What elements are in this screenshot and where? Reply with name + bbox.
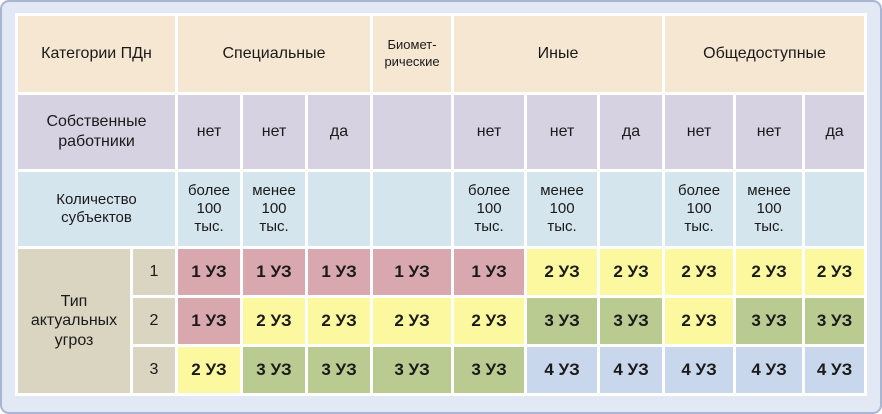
protection-level-cell: 4 УЗ	[736, 347, 803, 393]
protection-level-cell: 3 УЗ	[736, 298, 803, 344]
protection-level-cell: 2 УЗ	[665, 249, 734, 295]
protection-level-cell: 4 УЗ	[805, 347, 865, 393]
own-employees-cell: да	[805, 95, 865, 169]
protection-level-cell: 4 УЗ	[600, 347, 663, 393]
table-row: Собственные работники нет нет да нет нет да нет…	[18, 95, 865, 169]
protection-level-cell: 1 УЗ	[373, 249, 452, 295]
own-employees-cell: нет	[527, 95, 598, 169]
category-group-header: Специальные	[178, 16, 371, 92]
subject-count-cell: более 100 тыс.	[665, 172, 734, 246]
own-employees-cell: нет	[736, 95, 803, 169]
protection-level-cell: 2 УЗ	[527, 249, 598, 295]
subject-count-label: Количество субъектов	[18, 172, 175, 246]
protection-level-cell: 1 УЗ	[178, 249, 240, 295]
corner-header-cell: Категории ПДн	[18, 16, 175, 92]
protection-level-cell: 4 УЗ	[527, 347, 598, 393]
subject-count-cell	[373, 172, 452, 246]
own-employees-cell: нет	[178, 95, 240, 169]
protection-level-cell: 3 УЗ	[527, 298, 598, 344]
subject-count-cell: более 100 тыс.	[454, 172, 525, 246]
threat-type-number: 3	[133, 347, 175, 393]
protection-level-cell: 2 УЗ	[373, 298, 452, 344]
threat-type-number: 1	[133, 249, 175, 295]
protection-level-cell: 1 УЗ	[178, 298, 240, 344]
protection-level-cell: 3 УЗ	[600, 298, 663, 344]
category-group-header: Иные	[454, 16, 663, 92]
protection-level-matrix-table: Категории ПДн Специальные Биомет- рические…	[15, 13, 868, 396]
protection-level-cell: 2 УЗ	[736, 249, 803, 295]
protection-level-cell: 3 УЗ	[805, 298, 865, 344]
threat-type-number: 2	[133, 298, 175, 344]
table-row: Тип актуальных угроз 1 1 УЗ 1 УЗ 1 УЗ 1 УЗ 1 У…	[18, 249, 865, 393]
subject-count-cell: более 100 тыс.	[178, 172, 240, 246]
protection-level-cell: 2 УЗ	[454, 298, 525, 344]
own-employees-cell: да	[308, 95, 371, 169]
subject-count-cell	[308, 172, 371, 246]
subject-count-cell: менее 100 тыс.	[527, 172, 598, 246]
own-employees-cell: нет	[243, 95, 305, 169]
own-employees-cell: нет	[665, 95, 734, 169]
category-group-header: Биомет- рические	[373, 16, 452, 92]
own-employees-cell: нет	[454, 95, 525, 169]
matrix-table-body: Категории ПДн Специальные Биомет- рические…	[18, 16, 865, 393]
protection-level-cell: 1 УЗ	[308, 249, 371, 295]
subject-count-cell: менее 100 тыс.	[736, 172, 803, 246]
threat-type-label: Тип актуальных угроз	[18, 249, 130, 393]
own-employees-cell: да	[600, 95, 663, 169]
protection-level-cell: 2 УЗ	[665, 298, 734, 344]
table-row: Количество субъектов более 100 тыс. менее …	[18, 172, 865, 246]
subject-count-cell: менее 100 тыс.	[243, 172, 305, 246]
category-group-header: Общедоступные	[665, 16, 865, 92]
protection-level-cell: 2 УЗ	[243, 298, 305, 344]
protection-level-cell: 1 УЗ	[243, 249, 305, 295]
protection-level-cell: 1 УЗ	[454, 249, 525, 295]
protection-level-cell: 2 УЗ	[178, 347, 240, 393]
subject-count-cell	[600, 172, 663, 246]
protection-level-cell: 3 УЗ	[454, 347, 525, 393]
subject-count-cell	[805, 172, 865, 246]
protection-level-cell: 2 УЗ	[308, 298, 371, 344]
table-row: Категории ПДн Специальные Биомет- рические…	[18, 16, 865, 92]
protection-level-cell: 2 УЗ	[600, 249, 663, 295]
protection-level-cell: 3 УЗ	[243, 347, 305, 393]
own-employees-label: Собственные работники	[18, 95, 175, 169]
protection-level-cell: 4 УЗ	[665, 347, 734, 393]
protection-level-cell: 3 УЗ	[308, 347, 371, 393]
own-employees-cell	[373, 95, 452, 169]
protection-level-cell: 2 УЗ	[805, 249, 865, 295]
protection-level-cell: 3 УЗ	[373, 347, 452, 393]
